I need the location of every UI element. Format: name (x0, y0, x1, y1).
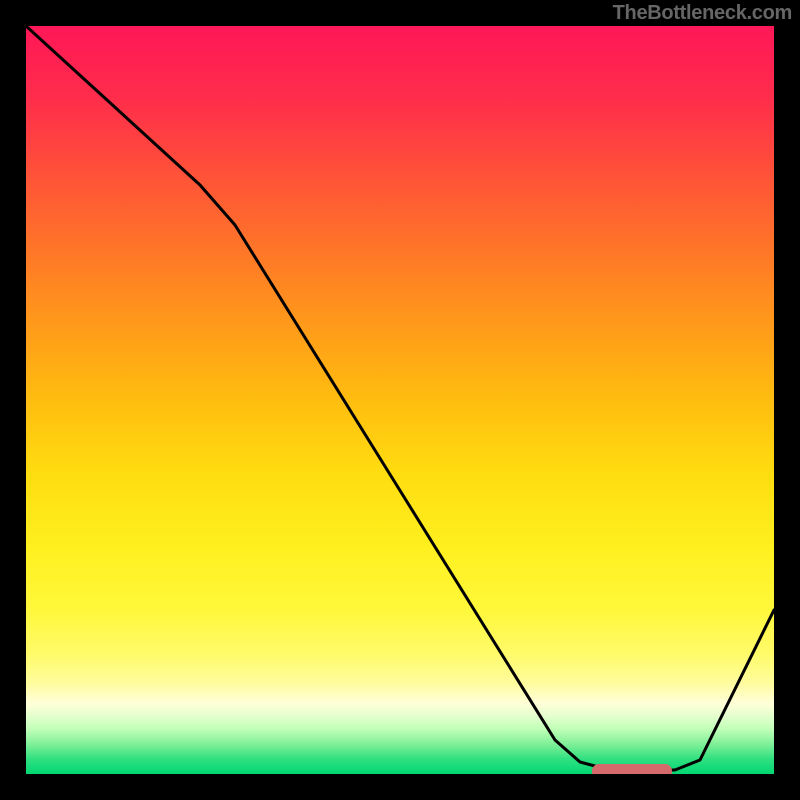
chart-container: TheBottleneck.com (0, 0, 800, 800)
watermark-text: TheBottleneck.com (613, 2, 792, 25)
chart-svg (0, 0, 800, 800)
gradient-background (26, 26, 774, 774)
